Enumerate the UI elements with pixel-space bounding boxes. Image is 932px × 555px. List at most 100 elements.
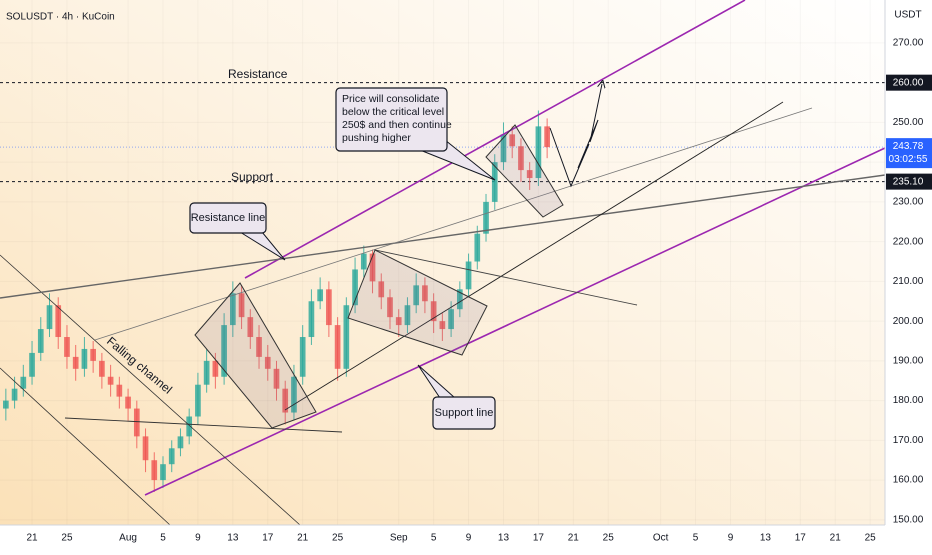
axes: 150.00 160.00 170.00 180.00 190.00 200.00 210.… (26, 38, 932, 544)
candle-body (491, 162, 498, 202)
candle-body (395, 317, 402, 326)
x-tick-label: 25 (603, 533, 615, 544)
candle-body (151, 460, 158, 481)
x-tick-label: 21 (297, 533, 309, 544)
x-tick-label: 13 (498, 533, 510, 544)
trend-line (64, 417, 343, 433)
candle-body (125, 396, 131, 409)
drawings (0, 0, 886, 526)
x-tick-label: 25 (61, 533, 73, 544)
trend-line (94, 107, 813, 341)
note-line: 250$ and then continue (342, 119, 452, 131)
y-tick-label: 190.00 (893, 356, 924, 367)
y-tick-label: 150.00 (893, 514, 924, 525)
candle-body (535, 126, 542, 179)
candle-body (20, 376, 27, 389)
x-tick-label: 5 (160, 533, 166, 544)
candle-body (212, 360, 219, 377)
candle-body (46, 305, 53, 330)
note-line: below the critical level (342, 106, 444, 118)
candle-body (518, 146, 524, 171)
candle-body (3, 400, 9, 409)
candle-body (474, 233, 481, 262)
callout-box (432, 396, 496, 430)
x-tick-label: 5 (431, 533, 437, 544)
candle-body (107, 376, 114, 385)
x-tick-label: 9 (195, 533, 201, 544)
price-label-bg (886, 173, 932, 190)
candle-body (326, 289, 332, 326)
candle-body (544, 126, 550, 148)
y-tick-label: 220.00 (893, 236, 924, 247)
candle-body (291, 376, 297, 413)
price-label-bg (886, 74, 932, 91)
candle-body (465, 261, 472, 290)
y-tick-label: 160.00 (893, 475, 924, 486)
falling-channel-lower (0, 367, 171, 526)
candle-body (430, 301, 437, 322)
candle-body (413, 285, 420, 306)
candle-body (317, 289, 323, 302)
y-tick-label: 180.00 (893, 395, 924, 406)
candle-body (29, 352, 35, 377)
candle-body (168, 448, 175, 465)
countdown: 03:02:55 (889, 154, 928, 165)
candle-body (256, 337, 262, 357)
candle-body (203, 360, 210, 385)
candle-body (37, 329, 44, 353)
x-tick-label: Aug (119, 533, 137, 544)
candle-body (264, 356, 271, 369)
candle-body (11, 388, 18, 401)
price-label: 260.00 (893, 77, 924, 88)
candle-body (238, 293, 245, 318)
y-tick-label: 210.00 (893, 276, 924, 287)
candle-body (378, 281, 385, 298)
annotation: Resistance line (191, 212, 266, 224)
x-tick-label: 9 (466, 533, 472, 544)
consolidation-box (194, 282, 317, 429)
candle-body (439, 321, 446, 330)
y-tick-label: 200.00 (893, 316, 924, 327)
callout-box (335, 87, 448, 152)
falling-channel-upper (0, 254, 301, 526)
x-tick-label: 17 (262, 533, 274, 544)
candle-body (360, 253, 367, 270)
candle-body (343, 305, 350, 369)
candle-body (230, 293, 236, 326)
candle-body (133, 408, 140, 437)
candle-body (483, 201, 489, 234)
candle-body (186, 416, 193, 437)
candle-body (282, 388, 289, 413)
x-tick-label: 9 (728, 533, 734, 544)
candle-body (81, 348, 88, 369)
candle-body (387, 297, 393, 318)
x-tick-label: 5 (693, 533, 699, 544)
candle-body (456, 289, 463, 310)
candle-body (422, 285, 428, 302)
candle-body (142, 436, 149, 461)
candle-body (177, 436, 184, 449)
resistance-trend (0, 174, 886, 299)
x-tick-label: Oct (653, 533, 669, 544)
candle-body (221, 325, 227, 377)
candle-body (99, 360, 105, 377)
annotation: Resistance (228, 67, 288, 81)
axis-title: USDT (894, 10, 921, 21)
candle-body (404, 305, 411, 326)
projection-path (549, 84, 602, 188)
chart-title: SOLUSDT · 4h · KuCoin (6, 12, 115, 23)
x-tick-label: 17 (533, 533, 545, 544)
candle-body (352, 269, 358, 306)
grid (0, 82, 885, 183)
candle-body (369, 253, 376, 282)
channel-upper (244, 0, 746, 279)
consolidation-box (485, 124, 564, 218)
x-tick-label: 21 (26, 533, 38, 544)
candle-body (334, 325, 341, 369)
candle-body (308, 301, 315, 338)
x-tick-label: 13 (760, 533, 772, 544)
channel-lower (144, 147, 886, 496)
candle-body (526, 170, 533, 179)
candles (3, 110, 550, 493)
candle-body (116, 384, 123, 397)
